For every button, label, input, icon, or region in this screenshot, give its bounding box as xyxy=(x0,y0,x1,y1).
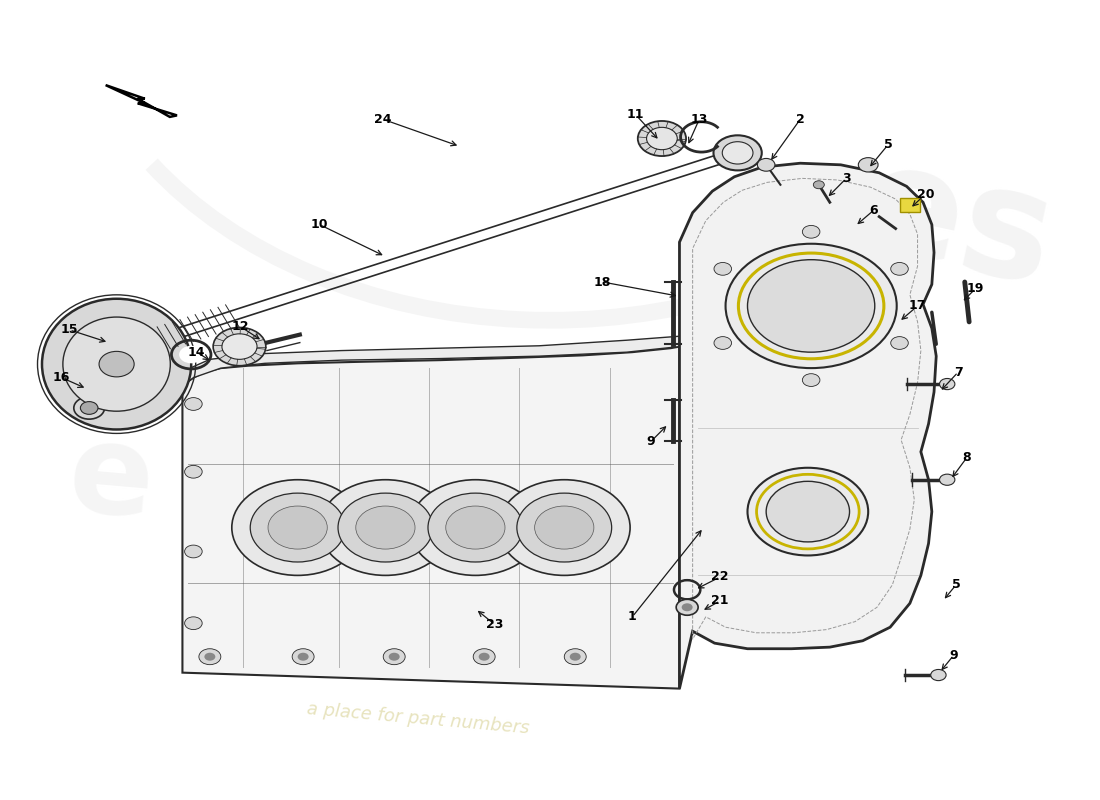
Text: 3: 3 xyxy=(842,172,850,185)
Text: 12: 12 xyxy=(232,320,250,333)
Circle shape xyxy=(802,226,820,238)
Circle shape xyxy=(250,493,345,562)
Circle shape xyxy=(564,649,586,665)
Circle shape xyxy=(858,158,878,172)
Circle shape xyxy=(74,397,104,419)
Text: e: e xyxy=(64,416,158,544)
Circle shape xyxy=(409,480,541,575)
Circle shape xyxy=(714,337,732,350)
Circle shape xyxy=(232,480,363,575)
Polygon shape xyxy=(183,336,680,386)
Text: 9: 9 xyxy=(647,435,656,448)
Circle shape xyxy=(535,506,594,549)
Circle shape xyxy=(338,493,432,562)
Circle shape xyxy=(891,337,909,350)
Circle shape xyxy=(185,545,202,558)
Circle shape xyxy=(813,181,824,189)
Text: 23: 23 xyxy=(486,618,504,631)
Text: 20: 20 xyxy=(916,188,934,201)
Circle shape xyxy=(767,482,849,542)
Circle shape xyxy=(647,127,678,150)
Circle shape xyxy=(388,653,399,661)
Circle shape xyxy=(268,506,328,549)
Circle shape xyxy=(320,480,451,575)
Circle shape xyxy=(726,244,896,368)
Circle shape xyxy=(473,649,495,665)
Text: 21: 21 xyxy=(712,594,729,607)
Text: 24: 24 xyxy=(374,113,392,126)
Circle shape xyxy=(682,603,693,611)
Circle shape xyxy=(723,142,754,164)
Polygon shape xyxy=(183,346,680,689)
Circle shape xyxy=(748,468,868,555)
Circle shape xyxy=(638,121,686,156)
Text: 5: 5 xyxy=(883,138,892,151)
Circle shape xyxy=(758,158,774,171)
Circle shape xyxy=(80,402,98,414)
Circle shape xyxy=(478,653,490,661)
Text: 18: 18 xyxy=(594,275,612,289)
Circle shape xyxy=(298,653,309,661)
Text: 17: 17 xyxy=(909,299,926,313)
Circle shape xyxy=(428,493,522,562)
Circle shape xyxy=(179,346,204,363)
Circle shape xyxy=(185,398,202,410)
Circle shape xyxy=(676,599,698,615)
Text: 5: 5 xyxy=(952,578,960,591)
Circle shape xyxy=(714,262,732,275)
Text: 10: 10 xyxy=(311,218,328,231)
Circle shape xyxy=(891,262,909,275)
Circle shape xyxy=(714,135,762,170)
Text: 9: 9 xyxy=(949,649,958,662)
Circle shape xyxy=(185,617,202,630)
Circle shape xyxy=(213,327,266,366)
Text: 13: 13 xyxy=(691,113,708,126)
Text: 19: 19 xyxy=(967,282,984,295)
Circle shape xyxy=(748,260,874,352)
Ellipse shape xyxy=(63,317,170,411)
Polygon shape xyxy=(680,163,936,689)
Circle shape xyxy=(293,649,315,665)
Circle shape xyxy=(222,334,257,359)
Text: 14: 14 xyxy=(188,346,206,358)
Text: 15: 15 xyxy=(60,323,78,336)
Circle shape xyxy=(383,649,405,665)
Circle shape xyxy=(939,474,955,486)
Circle shape xyxy=(517,493,612,562)
Ellipse shape xyxy=(42,298,191,430)
Text: 16: 16 xyxy=(53,371,70,384)
Circle shape xyxy=(99,351,134,377)
Circle shape xyxy=(802,374,820,386)
Text: 7: 7 xyxy=(954,366,962,378)
Circle shape xyxy=(199,649,221,665)
Text: 2: 2 xyxy=(795,113,804,126)
Text: 1: 1 xyxy=(628,610,637,623)
Circle shape xyxy=(446,506,505,549)
Text: 8: 8 xyxy=(962,451,971,464)
Text: 6: 6 xyxy=(869,204,878,217)
Text: 11: 11 xyxy=(627,108,645,121)
Circle shape xyxy=(355,506,415,549)
Circle shape xyxy=(939,378,955,390)
Text: 22: 22 xyxy=(712,570,729,583)
Circle shape xyxy=(570,653,581,661)
FancyBboxPatch shape xyxy=(900,198,920,212)
Circle shape xyxy=(205,653,216,661)
Circle shape xyxy=(185,466,202,478)
Text: es: es xyxy=(846,131,1067,318)
Text: a place for part numbers: a place for part numbers xyxy=(306,700,530,738)
Circle shape xyxy=(931,670,946,681)
Circle shape xyxy=(498,480,630,575)
